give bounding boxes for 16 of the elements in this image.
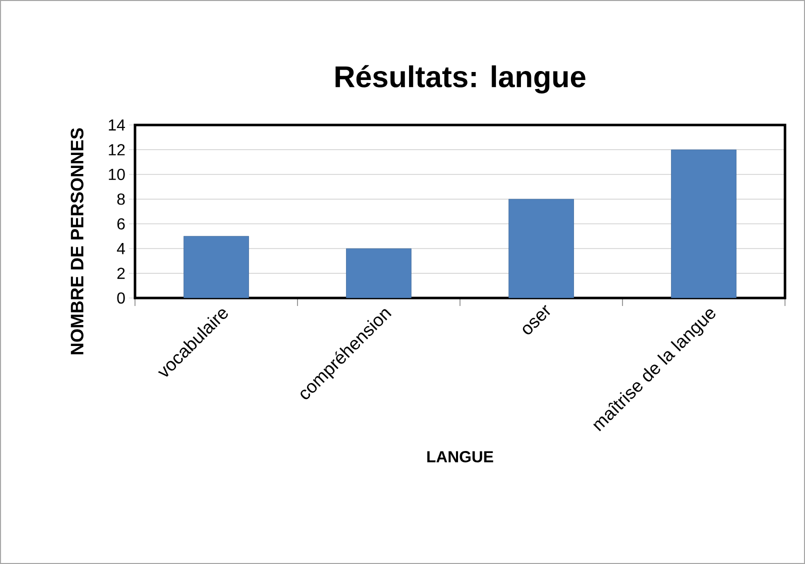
y-tick-label: 2 <box>117 268 125 279</box>
bar <box>508 198 574 298</box>
y-tick-label: 0 <box>117 292 125 304</box>
y-tick-label: 14 <box>108 119 125 130</box>
y-tick-label: 12 <box>108 144 125 156</box>
bar <box>184 236 249 298</box>
y-axis-title: NOMBRE DE PERSONNES <box>70 128 84 354</box>
bar <box>346 248 412 298</box>
x-tick-label: oser <box>522 305 550 334</box>
chart-title: Résultats: langue <box>336 65 586 94</box>
x-axis-title: LANGUE <box>427 451 494 462</box>
y-tick-label: 8 <box>117 193 125 205</box>
y-tick-label: 4 <box>116 243 125 254</box>
y-tick-label: 10 <box>108 168 125 180</box>
bar <box>671 150 736 298</box>
y-tick-label: 6 <box>117 218 125 230</box>
